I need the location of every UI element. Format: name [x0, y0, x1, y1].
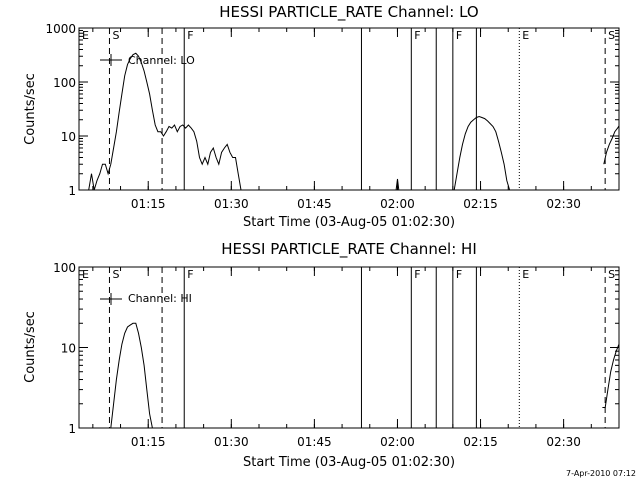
- legend-label: Channel: LO: [128, 54, 195, 67]
- event-marker-label: F: [414, 268, 420, 281]
- y-axis-label: Counts/sec: [23, 311, 38, 383]
- x-tick-label: 02:00: [380, 435, 415, 449]
- event-marker-label: S: [112, 29, 119, 42]
- y-tick-label: 10: [61, 342, 76, 356]
- x-tick-label: 02:00: [380, 197, 415, 211]
- generation-timestamp: 7-Apr-2010 07:12: [566, 469, 636, 478]
- event-marker-label: S: [112, 268, 119, 281]
- x-tick-label: 01:30: [214, 197, 249, 211]
- legend-label: Channel: HI: [128, 292, 192, 305]
- plot-frame: [78, 27, 620, 191]
- x-tick-label: 01:15: [131, 197, 166, 211]
- y-tick-label: 1: [68, 184, 76, 198]
- data-series-line: [602, 343, 619, 408]
- event-marker-label: F: [187, 29, 193, 42]
- x-tick-label: 02:15: [463, 197, 498, 211]
- event-marker-label: F: [187, 268, 193, 281]
- data-series-line: [88, 52, 242, 190]
- data-series-line: [395, 178, 400, 190]
- x-axis-label: Start Time (03-Aug-05 01:02:30): [243, 455, 455, 470]
- x-tick-label: 01:45: [297, 435, 332, 449]
- data-series-line: [603, 124, 619, 165]
- y-tick-label: 100: [53, 76, 76, 90]
- event-marker-label: F: [456, 268, 462, 281]
- x-tick-label: 02:30: [546, 435, 581, 449]
- y-tick-label: 10: [61, 130, 76, 144]
- chart-title: HESSI PARTICLE_RATE Channel: HI: [221, 240, 477, 259]
- event-marker-label: E: [522, 29, 529, 42]
- series-group: [88, 52, 619, 190]
- x-tick-label: 01:30: [214, 435, 249, 449]
- x-axis-label: Start Time (03-Aug-05 01:02:30): [243, 215, 455, 230]
- chart-title: HESSI PARTICLE_RATE Channel: LO: [219, 3, 478, 22]
- x-tick-label: 02:15: [463, 435, 498, 449]
- panel-hi-channel: HESSI PARTICLE_RATE Channel: HI Counts/s…: [23, 240, 620, 470]
- panel-lo-channel: HESSI PARTICLE_RATE Channel: LO Counts/s…: [23, 3, 620, 230]
- event-marker-label: S: [608, 268, 615, 281]
- y-tick-label: 1000: [45, 22, 76, 36]
- x-tick-label: 02:30: [546, 197, 581, 211]
- event-marker-label: E: [522, 268, 529, 281]
- data-series-line: [110, 322, 153, 428]
- event-marker-label: E: [82, 268, 89, 281]
- series-group: [110, 322, 619, 428]
- event-marker-label: E: [82, 29, 89, 42]
- event-marker-label: F: [414, 29, 420, 42]
- x-tick-label: 01:15: [131, 435, 166, 449]
- event-marker-label: S: [608, 29, 615, 42]
- x-tick-label: 01:45: [297, 197, 332, 211]
- event-marker-label: F: [456, 29, 462, 42]
- y-tick-label: 100: [53, 261, 76, 275]
- data-series-line: [453, 115, 511, 190]
- y-axis-label: Counts/sec: [23, 73, 38, 145]
- y-tick-label: 1: [68, 422, 76, 436]
